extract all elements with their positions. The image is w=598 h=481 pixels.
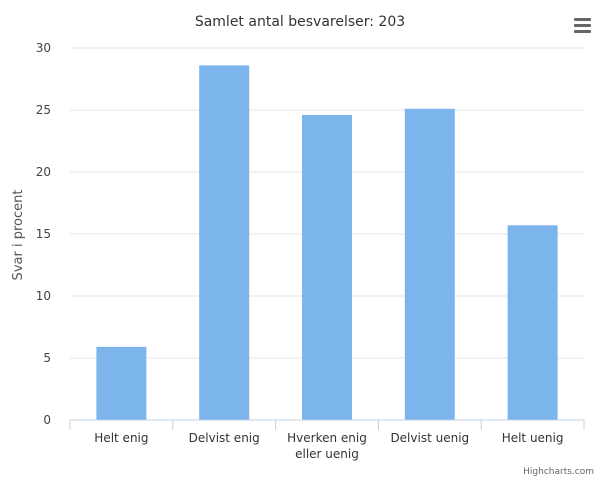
x-tick-label: Hverken enig eller uenig — [287, 431, 367, 461]
bar[interactable] — [96, 346, 147, 420]
y-tick-label: 20 — [36, 165, 51, 179]
x-axis — [69, 419, 585, 430]
x-tick-label: Delvist uenig — [390, 431, 469, 445]
chart-title: Samlet antal besvarelser: 203 — [195, 14, 405, 30]
x-axis-labels: Helt enig Delvist enig Hverken enig eller u… — [94, 431, 563, 461]
bars — [96, 65, 558, 421]
x-tick-label: Helt uenig — [502, 431, 564, 445]
bar[interactable] — [199, 65, 250, 421]
credits-link[interactable]: Highcharts.com — [523, 467, 594, 477]
y-tick-label: 15 — [36, 227, 51, 241]
y-tick-label: 5 — [43, 351, 51, 365]
bar[interactable] — [507, 225, 558, 420]
y-axis-title: Svar i procent — [11, 190, 26, 281]
chart-menu-button[interactable] — [569, 14, 591, 36]
y-tick-label: 10 — [36, 289, 51, 303]
bar[interactable] — [404, 108, 455, 420]
hamburger-menu-icon — [574, 18, 591, 33]
x-tick-label: Delvist enig — [189, 431, 260, 445]
y-tick-label: 25 — [36, 103, 51, 117]
y-axis-ticks: 0 5 10 15 20 25 30 — [36, 41, 51, 427]
x-tick-label: Helt enig — [94, 431, 148, 445]
y-tick-label: 30 — [36, 41, 51, 55]
y-tick-label: 0 — [43, 413, 51, 427]
bar[interactable] — [302, 114, 352, 421]
